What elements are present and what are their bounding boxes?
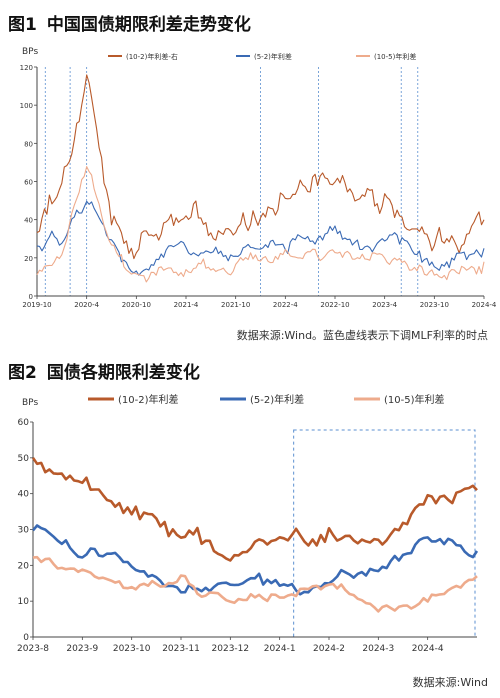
figure-2-title-text: 国债各期限利差变化 bbox=[46, 363, 200, 383]
x-tick-label: 2024-4 bbox=[472, 301, 497, 309]
x-tick-label: 2024-4 bbox=[412, 644, 444, 654]
y-tick-label: 80 bbox=[24, 140, 33, 148]
x-tick-label: 2023-4 bbox=[372, 301, 397, 309]
x-tick-label: 2023-12 bbox=[212, 644, 250, 654]
x-tick-label: 2024-1 bbox=[264, 644, 296, 654]
x-tick-label: 2023-11 bbox=[162, 644, 200, 654]
figure-2-number: 图2 bbox=[8, 363, 37, 383]
series-line bbox=[32, 524, 479, 596]
series-line bbox=[31, 457, 478, 562]
x-tick-label: 2024-2 bbox=[313, 644, 345, 654]
x-tick-label: 2023-9 bbox=[66, 644, 98, 654]
y-tick-label: 40 bbox=[24, 217, 33, 225]
x-tick-label: 2024-3 bbox=[362, 644, 394, 654]
legend-label: (5-2)年利差 bbox=[250, 393, 304, 406]
y-tick-label: 20 bbox=[18, 561, 30, 571]
series-line bbox=[36, 166, 485, 283]
y-tick-label: 60 bbox=[24, 179, 33, 187]
x-tick-label: 2021-4 bbox=[174, 301, 199, 309]
chart-2: BPs 0 10 20 30 40 50 60 2023-8 2023-9 2023-10 2023-… bbox=[17, 393, 479, 654]
y-tick-label: 0 bbox=[23, 633, 29, 643]
y-tick-label: 50 bbox=[18, 454, 30, 464]
legend-label: (10-2)年利差-右 bbox=[126, 52, 178, 61]
y-tick-label: 60 bbox=[18, 418, 30, 428]
figure-2-title: 图2 国债各期限利差变化 bbox=[8, 358, 200, 383]
y-tick-label: 120 bbox=[20, 64, 33, 72]
x-tick-label: 2023-8 bbox=[17, 644, 49, 654]
x-tick-label: 2019-10 bbox=[22, 301, 51, 309]
series-line bbox=[32, 555, 478, 613]
legend-label: (10-2)年利差 bbox=[118, 393, 179, 406]
legend-label: (10-5)年利差 bbox=[374, 52, 416, 61]
x-tick-label: 2021-10 bbox=[221, 301, 250, 309]
y-axis-title: BPs bbox=[22, 47, 38, 57]
y-tick-label: 100 bbox=[20, 102, 33, 110]
series-line bbox=[36, 74, 485, 260]
y-tick-label: 10 bbox=[18, 597, 30, 607]
chart-1: BPs 0 20 40 60 80 100 120 2019-10 2020-4 2020-10 20… bbox=[20, 47, 497, 309]
x-tick-label: 2023-10 bbox=[420, 301, 449, 309]
figure-1-title-text: 中国国债期限利差走势变化 bbox=[46, 15, 251, 35]
x-tick-label: 2020-4 bbox=[74, 301, 99, 309]
legend-label: (5-2)年利差 bbox=[254, 52, 292, 61]
figure-1-number: 图1 bbox=[8, 15, 37, 35]
figure-1-title: 图1 中国国债期限利差走势变化 bbox=[8, 10, 251, 35]
figure-2-source: 数据来源:Wind bbox=[412, 676, 488, 689]
y-tick-label: 0 bbox=[29, 293, 33, 301]
figure-1-source: 数据来源:Wind。蓝色虚线表示下调MLF利率的时点 bbox=[236, 329, 488, 342]
y-tick-label: 40 bbox=[18, 490, 30, 500]
y-tick-label: 20 bbox=[24, 255, 33, 263]
series-line bbox=[36, 200, 485, 276]
x-tick-label: 2023-10 bbox=[113, 644, 151, 654]
x-tick-label: 2022-4 bbox=[273, 301, 298, 309]
x-tick-label: 2020-10 bbox=[122, 301, 151, 309]
y-tick-label: 30 bbox=[18, 526, 30, 536]
legend-label: (10-5)年利差 bbox=[384, 393, 445, 406]
x-tick-label: 2022-10 bbox=[320, 301, 349, 309]
y-axis-title: BPs bbox=[22, 398, 38, 408]
